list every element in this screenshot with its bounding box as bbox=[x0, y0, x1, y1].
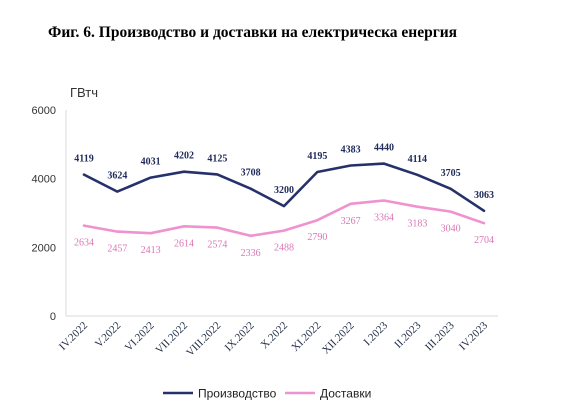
data-label-deliveries: 3267 bbox=[341, 216, 361, 227]
data-label-production: 3200 bbox=[274, 185, 294, 196]
x-tick-label: VI.2022 bbox=[123, 320, 157, 354]
x-tick-label: III.2023 bbox=[423, 319, 457, 353]
x-tick-label: IV.2022 bbox=[57, 320, 90, 353]
data-label-deliveries: 3040 bbox=[441, 224, 461, 235]
data-label-production: 4202 bbox=[174, 151, 194, 162]
chart-title: Фиг. 6. Производство и доставки на елект… bbox=[48, 24, 458, 41]
data-label-production: 4031 bbox=[141, 157, 161, 168]
data-label-deliveries: 2336 bbox=[241, 248, 261, 259]
legend-label: Производство bbox=[198, 387, 277, 401]
series-lines bbox=[82, 162, 486, 238]
y-tick-labels: 0 2000 4000 6000 bbox=[32, 105, 56, 323]
data-label-production: 4195 bbox=[307, 151, 327, 162]
x-tick-label: II.2023 bbox=[392, 319, 424, 351]
x-tick-label: V.2022 bbox=[93, 320, 124, 351]
data-label-deliveries: 3364 bbox=[374, 213, 394, 224]
series-line-2 bbox=[82, 199, 486, 238]
x-tick-label: IX.2022 bbox=[223, 320, 257, 354]
legend-label: Доставки bbox=[320, 387, 371, 401]
data-label-production: 3063 bbox=[474, 190, 494, 201]
data-label-production: 4114 bbox=[408, 154, 427, 165]
data-label-deliveries: 2704 bbox=[474, 235, 494, 246]
data-label-deliveries: 2413 bbox=[141, 245, 161, 256]
data-label-deliveries: 2634 bbox=[74, 238, 94, 249]
y-tick-label: 0 bbox=[50, 311, 56, 323]
x-tick-label: I.2023 bbox=[362, 319, 391, 348]
data-label-deliveries: 3183 bbox=[407, 219, 427, 230]
data-label-deliveries: 2614 bbox=[174, 238, 194, 249]
series-line-1 bbox=[82, 162, 486, 213]
y-axis-label: ГВтч bbox=[70, 85, 98, 100]
data-label-deliveries: 2790 bbox=[307, 232, 327, 243]
data-label-production: 4125 bbox=[207, 153, 227, 164]
data-label-production: 4119 bbox=[74, 154, 93, 165]
data-label-production: 4440 bbox=[374, 143, 394, 154]
x-tick-label: X.2022 bbox=[259, 320, 291, 352]
y-tick-label: 4000 bbox=[32, 174, 56, 186]
y-axis-group: ГВтч 0 2000 4000 6000 bbox=[32, 85, 99, 323]
x-tick-label: XII.2022 bbox=[320, 320, 357, 357]
data-label-production: 4383 bbox=[341, 145, 361, 156]
x-tick-label: IV.2023 bbox=[457, 319, 491, 353]
data-label-production: 3624 bbox=[107, 171, 127, 182]
x-tick-label: VIII.2022 bbox=[184, 320, 223, 359]
legend: Производство Доставки bbox=[163, 387, 371, 401]
data-labels: 4119 3624 4031 4202 4125 3708 3200 4195 4383 4440… bbox=[74, 143, 494, 259]
data-label-production: 3705 bbox=[441, 168, 461, 179]
data-label-production: 3708 bbox=[241, 168, 261, 179]
y-tick-label: 6000 bbox=[32, 105, 56, 117]
data-label-deliveries: 2488 bbox=[274, 243, 294, 254]
y-tick-label: 2000 bbox=[32, 242, 56, 254]
x-tick-label: XI.2022 bbox=[289, 320, 323, 354]
data-label-deliveries: 2574 bbox=[207, 240, 227, 251]
data-label-deliveries: 2457 bbox=[107, 244, 127, 255]
